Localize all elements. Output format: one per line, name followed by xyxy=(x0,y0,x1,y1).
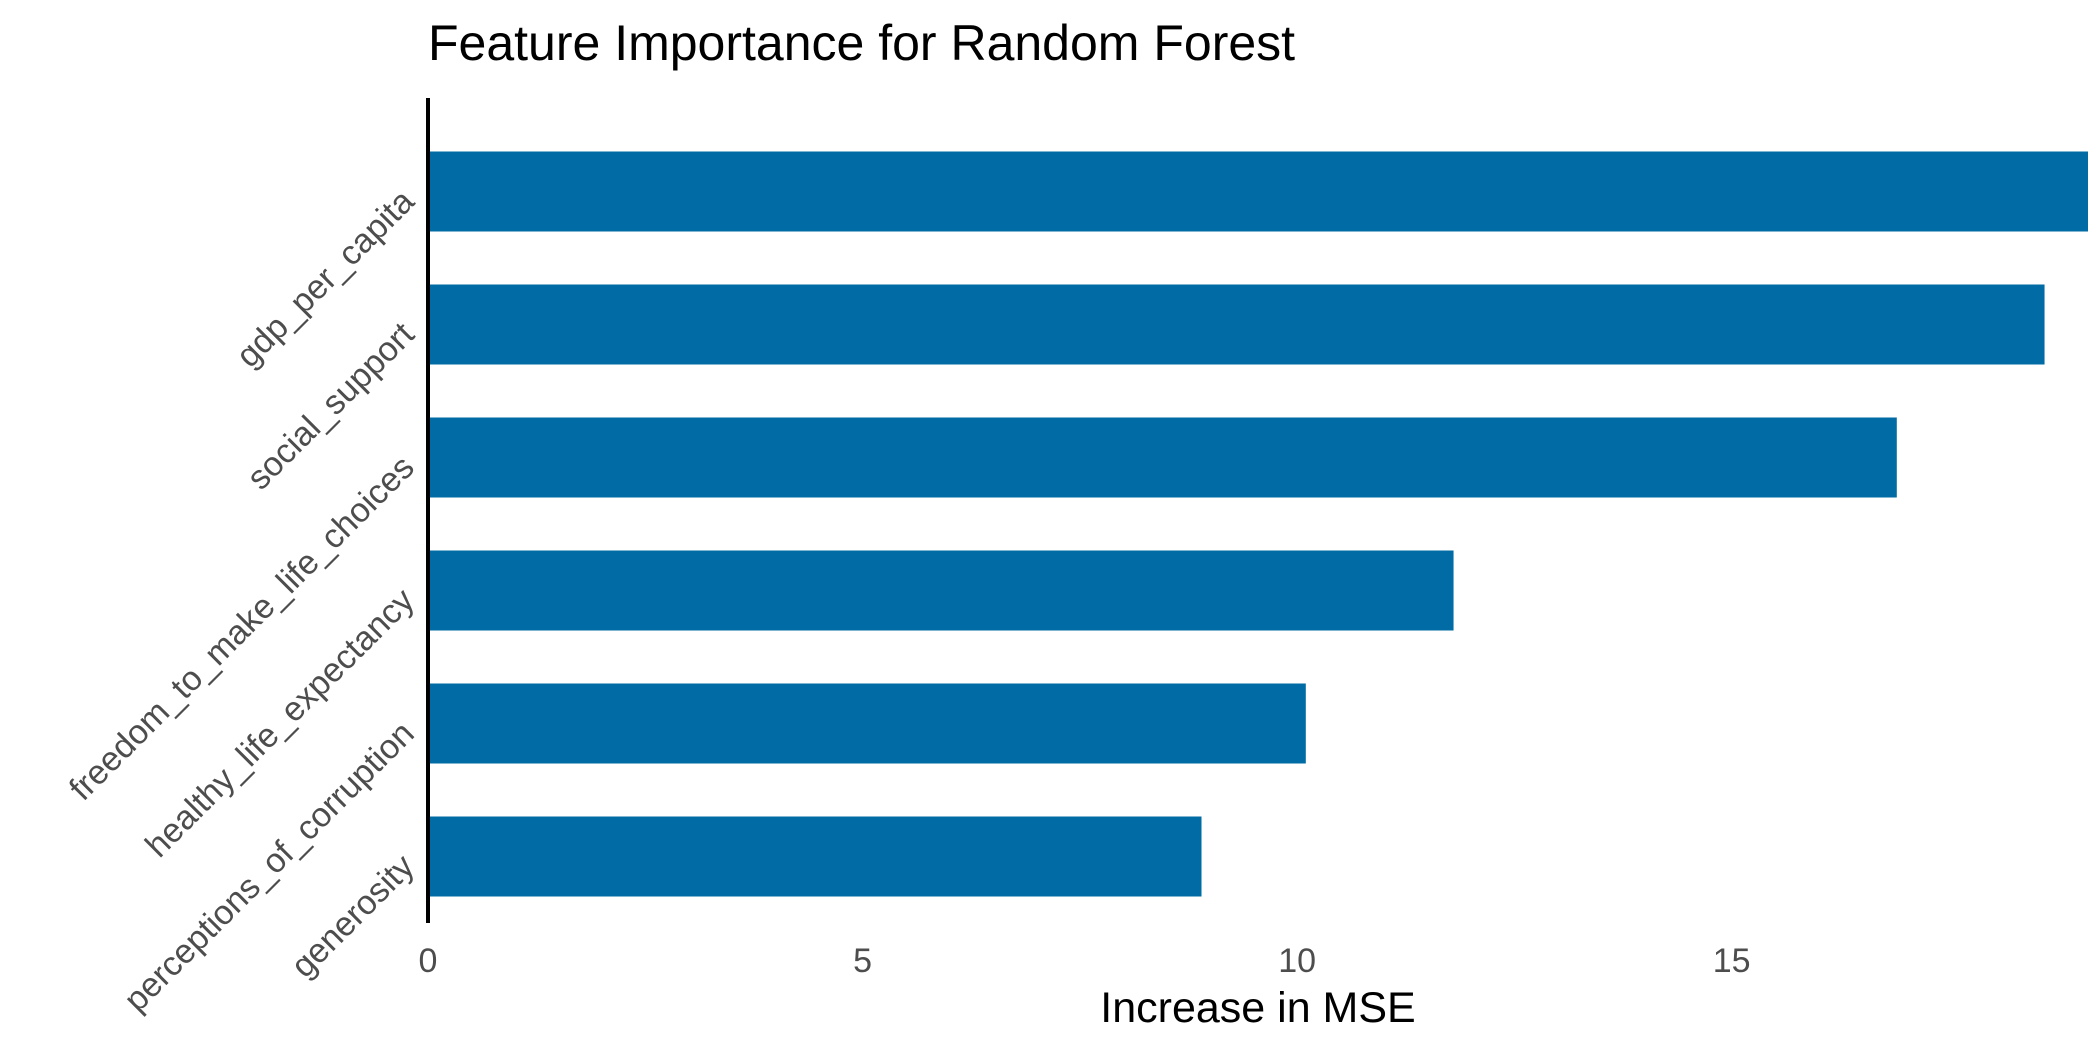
category-label-generosity: generosity xyxy=(284,847,422,985)
category-labels: gdp_per_capitasocial_supportfreedom_to_m… xyxy=(62,182,422,1019)
bar-freedom_to_make_life_choices xyxy=(428,417,1897,498)
x-tick-label: 5 xyxy=(853,942,872,980)
category-label-healthy_life_expectancy: healthy_life_expectancy xyxy=(138,581,421,864)
bars-group xyxy=(428,151,2088,897)
bar-social_support xyxy=(428,284,2045,365)
bar-gdp_per_capita xyxy=(428,151,2088,232)
x-tick-label: 15 xyxy=(1713,942,1751,980)
bar-generosity xyxy=(428,816,1202,897)
bar-healthy_life_expectancy xyxy=(428,550,1454,631)
x-axis-title: Increase in MSE xyxy=(1100,984,1415,1032)
x-tick-label: 0 xyxy=(419,942,438,980)
bar-perceptions_of_corruption xyxy=(428,683,1306,764)
x-tick-labels: 0 5 10 15 xyxy=(419,942,1751,980)
chart-title: Feature Importance for Random Forest xyxy=(428,15,1295,71)
x-tick-label: 10 xyxy=(1278,942,1316,980)
